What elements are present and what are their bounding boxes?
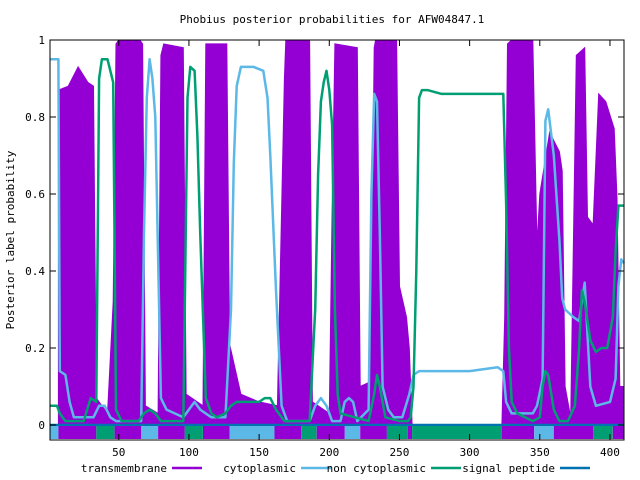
legend-label-non-cytoplasmic: non cytoplasmic <box>327 462 426 475</box>
label-track-segment-transmembrane <box>360 426 387 439</box>
y-tick-label: 0.4 <box>25 265 45 278</box>
label-track-segment-transmembrane <box>553 426 594 439</box>
label-track <box>50 426 624 439</box>
y-tick-label: 0.6 <box>25 188 45 201</box>
x-tick-label: 350 <box>530 446 550 459</box>
label-track-segment-cytoplasmic <box>229 426 275 439</box>
axis-ticks: 50 100 150 200 250 300 350 400 0 0.2 0.4 0.6 0.8 1 <box>25 34 624 459</box>
legend-label-cytoplasmic: cytoplasmic <box>223 462 296 475</box>
label-track-segment-non-cytoplasmic <box>96 426 115 439</box>
y-tick-label: 1 <box>38 34 45 47</box>
x-tick-label: 250 <box>390 446 410 459</box>
label-track-segment-non-cytoplasmic <box>593 426 613 439</box>
legend-label-transmembrane: transmembrane <box>81 462 167 475</box>
label-track-segment-cytoplasmic <box>344 426 361 439</box>
y-tick-label: 0.8 <box>25 111 45 124</box>
label-track-segment-non-cytoplasmic <box>386 426 408 439</box>
label-track-segment-transmembrane <box>274 426 302 439</box>
x-tick-label: 300 <box>460 446 480 459</box>
y-axis-label: Posterior label probability <box>4 150 17 329</box>
label-track-segment-non-cytoplasmic <box>301 426 317 439</box>
label-track-segment-transmembrane <box>407 426 413 439</box>
chart-title: Phobius posterior probabilities for AFW0… <box>180 13 485 26</box>
label-track-segment-transmembrane <box>612 426 624 439</box>
y-tick-label: 0.2 <box>25 342 45 355</box>
x-tick-label: 400 <box>600 446 620 459</box>
x-tick-label: 150 <box>249 446 269 459</box>
label-track-segment-transmembrane <box>203 426 230 439</box>
probability-lines-layer <box>50 58 626 427</box>
label-track-segment-cytoplasmic <box>50 426 59 439</box>
label-track-segment-transmembrane <box>501 426 535 439</box>
non-cytoplasmic-line <box>50 58 624 423</box>
plot-frame <box>49 39 625 441</box>
label-track-segment-transmembrane <box>114 426 142 439</box>
label-track-segment-non-cytoplasmic <box>184 426 203 439</box>
label-track-segment-transmembrane <box>316 426 345 439</box>
legend: transmembrane cytoplasmic non cytoplasmic s… <box>81 462 590 475</box>
y-tick-label: 0 <box>38 419 45 432</box>
x-tick-label: 50 <box>112 446 125 459</box>
x-tick-label: 100 <box>179 446 199 459</box>
label-track-segment-non-cytoplasmic <box>412 426 502 439</box>
label-track-segment-transmembrane <box>58 426 97 439</box>
legend-label-signal-peptide: signal peptide <box>462 462 555 475</box>
label-track-segment-cytoplasmic <box>534 426 554 439</box>
cytoplasmic-line <box>50 58 626 423</box>
label-track-segment-transmembrane <box>158 426 185 439</box>
x-tick-label: 200 <box>319 446 339 459</box>
label-track-segment-cytoplasmic <box>141 426 158 439</box>
